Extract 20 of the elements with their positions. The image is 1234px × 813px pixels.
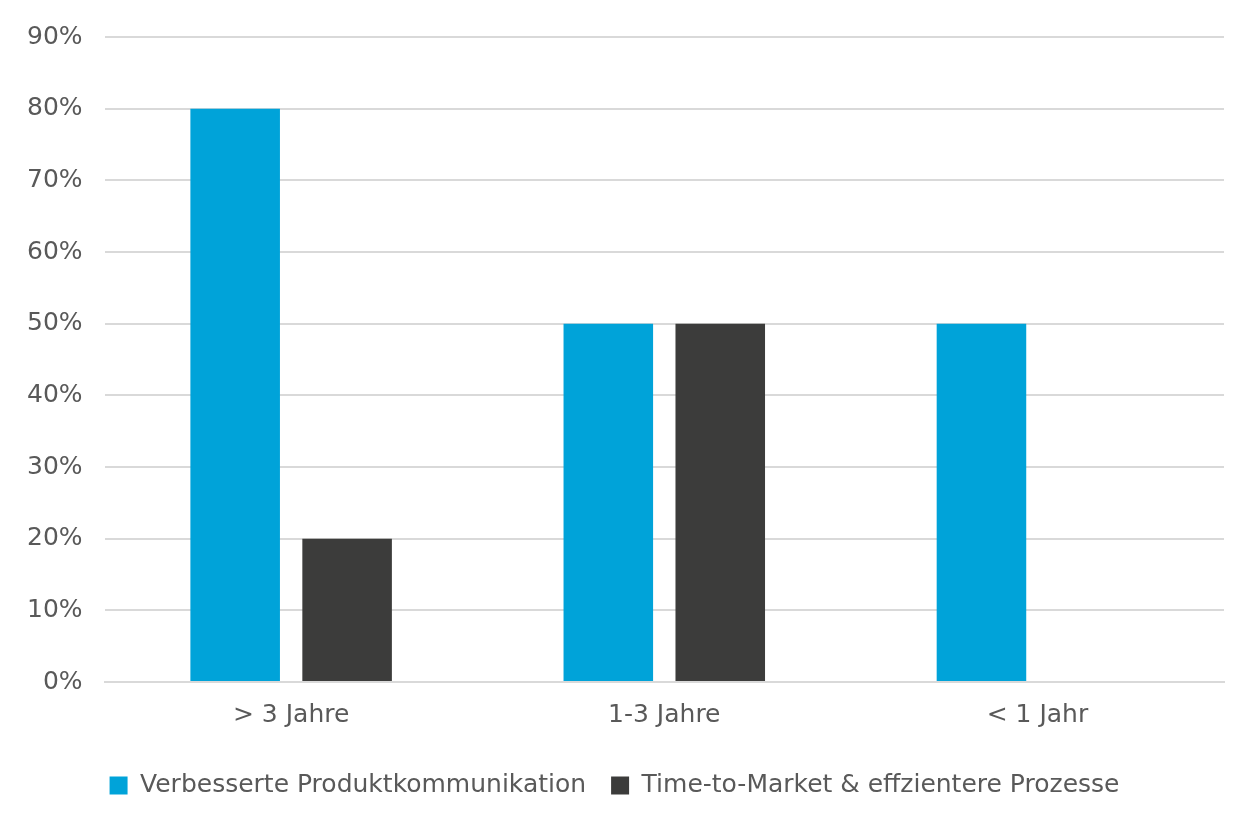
y-tick-label: 60% <box>26 235 83 265</box>
y-tick-label: 80% <box>26 92 83 122</box>
bar <box>675 323 766 681</box>
y-tick-label: 20% <box>26 522 83 552</box>
y-tick-label: 30% <box>26 450 83 480</box>
y-tick-label: 0% <box>42 665 83 695</box>
y-tick-label: 70% <box>26 163 83 193</box>
x-tick-label: > 3 Jahre <box>232 698 350 728</box>
y-tick-label: 90% <box>26 20 83 50</box>
x-tick-label: < 1 Jahr <box>986 698 1089 728</box>
y-tick-label: 50% <box>26 307 83 337</box>
legend-label: Time-to-Market & effzientere Prozesse <box>640 769 1120 798</box>
legend-label: Verbesserte Produktkommunikation <box>140 769 587 798</box>
bar <box>563 323 654 681</box>
bar <box>302 538 392 681</box>
x-tick-label: 1-3 Jahre <box>608 698 721 728</box>
bar <box>190 108 280 681</box>
bar <box>936 323 1027 681</box>
y-tick-label: 40% <box>26 378 83 408</box>
y-tick-label: 10% <box>26 593 83 623</box>
